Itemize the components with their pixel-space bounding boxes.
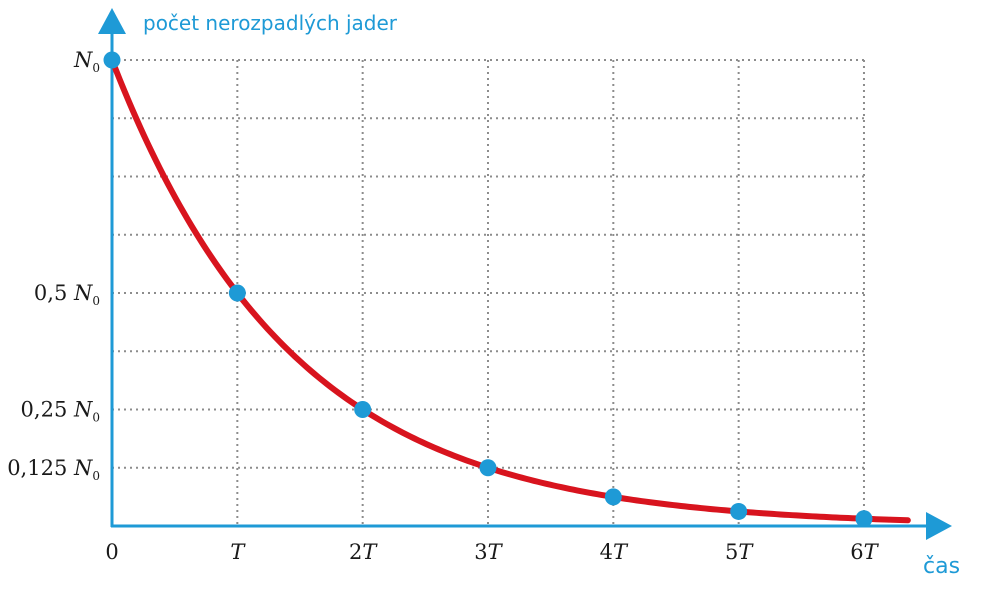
data-point <box>604 488 622 506</box>
x-tick-label: 0 <box>105 540 118 564</box>
data-point <box>103 51 121 69</box>
data-point <box>479 459 497 477</box>
x-tick-label: 4T <box>600 540 629 564</box>
x-tick-label: 2T <box>349 540 378 564</box>
y-tick-label: 0,5 N0 <box>34 281 100 308</box>
data-point <box>730 502 748 520</box>
x-axis-arrow-icon <box>926 512 952 540</box>
y-axis-label: počet nerozpadlých jader <box>143 11 398 35</box>
y-axis-arrow-icon <box>98 8 126 34</box>
data-point <box>855 510 873 528</box>
x-tick-label: 5T <box>725 540 754 564</box>
grid <box>112 59 865 526</box>
x-tick-label: T <box>230 540 246 564</box>
x-tick-label: 3T <box>474 540 503 564</box>
data-point <box>354 401 372 418</box>
data-point <box>228 284 246 302</box>
decay-curve <box>109 57 911 524</box>
x-axis-label: čas <box>923 554 960 579</box>
y-tick-label: 0,25 N0 <box>21 398 100 425</box>
x-tick-label: 6T <box>850 540 879 564</box>
y-tick-label: N0 <box>73 48 100 75</box>
y-tick-label: 0,125 N0 <box>7 456 100 483</box>
